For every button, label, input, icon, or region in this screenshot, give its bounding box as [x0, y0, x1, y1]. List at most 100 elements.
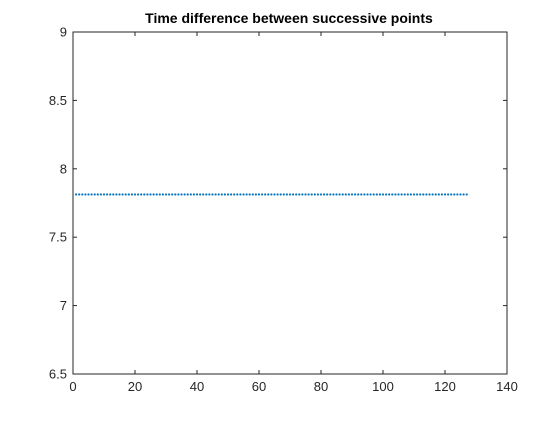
data-point	[217, 193, 220, 196]
data-point	[354, 193, 357, 196]
data-point	[400, 193, 403, 196]
data-point	[428, 193, 431, 196]
data-point	[245, 193, 248, 196]
data-point	[357, 193, 360, 196]
data-point	[285, 193, 288, 196]
x-tick-label: 80	[314, 379, 328, 394]
data-point	[146, 193, 149, 196]
data-point	[214, 193, 217, 196]
data-point	[437, 193, 440, 196]
data-point	[161, 193, 164, 196]
data-point	[124, 193, 127, 196]
plot-area	[73, 32, 507, 374]
data-point	[242, 193, 245, 196]
data-point	[459, 193, 462, 196]
data-point	[341, 193, 344, 196]
data-point	[397, 193, 400, 196]
data-point	[323, 193, 326, 196]
data-point	[279, 193, 282, 196]
y-tick-label: 8	[60, 161, 67, 176]
data-point	[462, 193, 465, 196]
data-point	[369, 193, 372, 196]
data-point	[186, 193, 189, 196]
data-point	[226, 193, 230, 196]
data-point	[205, 193, 208, 196]
y-tick-label: 6.5	[49, 367, 67, 382]
data-point	[133, 193, 137, 196]
data-point	[208, 193, 211, 196]
data-point	[158, 193, 161, 196]
data-point	[372, 193, 375, 196]
data-point	[431, 193, 434, 196]
data-point	[347, 193, 350, 196]
data-point	[195, 193, 199, 196]
data-point	[403, 193, 406, 196]
data-point	[412, 193, 416, 196]
data-point	[332, 193, 335, 196]
data-point	[87, 193, 90, 196]
data-point	[316, 193, 319, 196]
data-point	[127, 193, 130, 196]
data-point	[164, 193, 168, 196]
data-point	[366, 193, 369, 196]
data-point	[261, 193, 264, 196]
data-point	[189, 193, 192, 196]
x-axis-ticks: 0 20 40 60 80 100 120 140	[69, 32, 518, 394]
data-point	[152, 193, 155, 196]
data-point	[223, 193, 226, 196]
data-point	[248, 193, 251, 196]
axes-box	[72, 31, 508, 375]
data-point	[447, 193, 450, 196]
data-point	[329, 193, 332, 196]
data-point	[81, 193, 84, 196]
data-point	[326, 193, 329, 196]
data-point	[440, 193, 443, 196]
data-point	[465, 193, 468, 196]
data-point	[276, 193, 279, 196]
data-point	[301, 193, 304, 196]
data-point	[140, 193, 143, 196]
data-point	[236, 193, 239, 196]
data-point	[288, 193, 292, 196]
data-point	[456, 193, 459, 196]
data-point	[385, 193, 388, 196]
data-point	[102, 193, 106, 196]
data-point	[338, 193, 341, 196]
data-series	[75, 193, 468, 196]
data-point	[434, 193, 437, 196]
data-point	[335, 193, 338, 196]
chart-title: Time difference between successive point…	[145, 10, 433, 26]
data-point	[75, 193, 78, 196]
data-point	[149, 193, 152, 196]
data-point	[267, 193, 270, 196]
data-point	[453, 193, 456, 196]
data-point	[220, 193, 223, 196]
data-point	[450, 193, 453, 196]
data-point	[106, 193, 109, 196]
data-point	[192, 193, 195, 196]
data-point	[313, 193, 316, 196]
data-point	[292, 193, 295, 196]
data-point	[143, 193, 146, 196]
data-point	[84, 193, 87, 196]
data-point	[168, 193, 171, 196]
data-point	[254, 193, 257, 196]
data-point	[350, 193, 354, 196]
data-point	[416, 193, 419, 196]
data-point	[78, 193, 81, 196]
data-point	[307, 193, 310, 196]
data-point	[419, 193, 422, 196]
data-point	[406, 193, 409, 196]
y-tick-label: 7.5	[49, 230, 67, 245]
data-point	[90, 193, 93, 196]
data-point	[239, 193, 242, 196]
y-axis-ticks: 6.5 7 7.5 8 8.5 9	[49, 25, 507, 382]
data-point	[130, 193, 133, 196]
data-point	[174, 193, 177, 196]
x-tick-label: 100	[372, 379, 394, 394]
data-point	[282, 193, 285, 196]
data-point	[118, 193, 121, 196]
data-point	[319, 193, 323, 196]
x-tick-label: 20	[128, 379, 142, 394]
x-tick-label: 140	[496, 379, 518, 394]
